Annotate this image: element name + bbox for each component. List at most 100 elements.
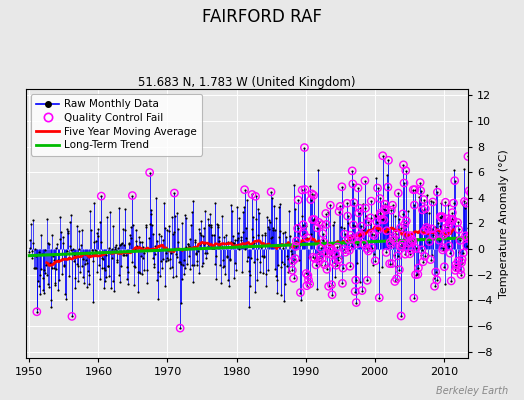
Point	[462, 232, 470, 239]
Point	[111, 246, 119, 252]
Point	[345, 247, 354, 254]
Point	[277, 292, 286, 298]
Point	[137, 253, 145, 260]
Point	[445, 243, 453, 249]
Point	[458, 256, 466, 262]
Point	[353, 240, 362, 247]
Point	[419, 196, 428, 203]
Point	[463, 234, 472, 241]
Point	[78, 226, 86, 233]
Point	[108, 223, 117, 230]
Point	[30, 246, 39, 252]
Point	[361, 205, 369, 212]
Point	[147, 207, 155, 213]
Point	[446, 216, 455, 223]
Point	[170, 190, 179, 196]
Point	[206, 222, 215, 228]
Point	[93, 268, 101, 275]
Point	[168, 214, 176, 221]
Point	[232, 267, 240, 273]
Point	[449, 217, 457, 223]
Point	[61, 296, 70, 302]
Point	[355, 232, 363, 239]
Y-axis label: Temperature Anomaly (°C): Temperature Anomaly (°C)	[499, 149, 509, 298]
Point	[103, 262, 112, 269]
Point	[96, 276, 104, 282]
Point	[318, 255, 326, 261]
Point	[459, 250, 467, 256]
Point	[298, 187, 307, 193]
Point	[436, 200, 445, 206]
Point	[213, 222, 222, 228]
Point	[47, 296, 56, 303]
Point	[404, 208, 412, 214]
Point	[48, 264, 56, 271]
Point	[435, 237, 443, 243]
Point	[270, 203, 278, 210]
Point	[375, 269, 383, 275]
Point	[35, 282, 43, 289]
Point	[412, 245, 420, 252]
Point	[141, 222, 150, 228]
Point	[335, 208, 343, 215]
Point	[293, 222, 301, 228]
Point	[441, 199, 450, 206]
Point	[387, 241, 395, 248]
Point	[137, 239, 146, 245]
Point	[227, 202, 236, 208]
Point	[267, 195, 276, 202]
Point	[182, 214, 190, 221]
Point	[170, 190, 179, 196]
Point	[365, 244, 374, 250]
Point	[310, 192, 318, 198]
Point	[45, 241, 53, 248]
Point	[77, 253, 85, 260]
Point	[392, 276, 401, 282]
Point	[432, 182, 441, 189]
Point	[222, 232, 230, 238]
Point	[112, 248, 120, 254]
Point	[423, 252, 432, 258]
Point	[442, 229, 451, 236]
Point	[47, 304, 55, 310]
Point	[281, 229, 290, 236]
Point	[431, 269, 440, 275]
Point	[343, 200, 351, 206]
Point	[421, 205, 430, 212]
Point	[258, 253, 266, 259]
Point	[352, 299, 361, 306]
Point	[292, 238, 301, 244]
Point	[331, 250, 340, 257]
Point	[291, 255, 299, 262]
Point	[405, 248, 413, 254]
Point	[405, 240, 413, 246]
Point	[445, 220, 454, 226]
Point	[303, 235, 312, 241]
Point	[240, 203, 248, 210]
Point	[108, 246, 116, 252]
Point	[166, 264, 174, 271]
Point	[135, 234, 144, 240]
Point	[241, 246, 249, 253]
Point	[57, 229, 65, 235]
Point	[195, 270, 203, 276]
Point	[211, 261, 219, 267]
Point	[412, 245, 420, 252]
Point	[310, 216, 319, 223]
Point	[202, 244, 211, 250]
Point	[143, 266, 151, 273]
Point	[340, 246, 348, 253]
Point	[59, 240, 67, 246]
Point	[125, 241, 133, 247]
Point	[377, 212, 385, 218]
Point	[253, 256, 261, 262]
Point	[333, 244, 342, 250]
Point	[146, 169, 154, 176]
Point	[452, 264, 461, 271]
Point	[394, 253, 402, 259]
Point	[375, 294, 384, 301]
Point	[460, 165, 468, 172]
Point	[337, 224, 345, 231]
Point	[278, 245, 287, 252]
Point	[466, 233, 474, 240]
